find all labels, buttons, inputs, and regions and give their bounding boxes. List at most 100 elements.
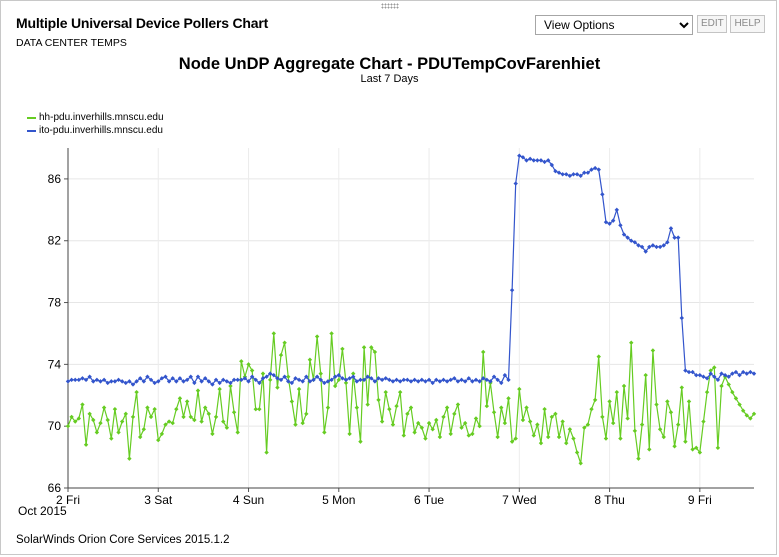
data-point — [210, 431, 215, 437]
data-point — [177, 396, 183, 401]
data-point — [376, 397, 381, 403]
data-point — [632, 240, 638, 245]
data-point — [574, 172, 580, 177]
data-point — [632, 428, 638, 434]
data-point — [192, 380, 197, 386]
data-point — [130, 382, 136, 387]
data-point — [589, 167, 594, 172]
data-point — [282, 340, 287, 345]
data-point — [221, 377, 226, 383]
data-point — [379, 377, 385, 383]
drag-handle[interactable] — [381, 3, 399, 9]
data-point — [397, 389, 403, 395]
data-point — [697, 372, 703, 378]
data-point — [343, 377, 349, 383]
data-point — [166, 419, 172, 424]
data-point — [69, 377, 74, 383]
data-point — [69, 414, 74, 420]
data-point — [275, 376, 280, 381]
resource-title: Multiple Universal Device Pollers Chart — [16, 15, 269, 31]
data-point — [506, 377, 511, 383]
data-point — [170, 376, 175, 381]
data-point — [412, 377, 417, 383]
data-point — [683, 439, 688, 444]
data-point — [726, 374, 731, 379]
legend-item-ito-pdu[interactable]: ito-pdu.inverhills.mnscu.edu — [27, 124, 164, 137]
data-point — [260, 371, 266, 376]
data-point — [430, 380, 435, 386]
data-point — [722, 372, 728, 378]
data-point — [470, 379, 475, 384]
data-point — [455, 379, 461, 384]
data-point — [444, 405, 450, 410]
data-point — [365, 402, 370, 407]
data-point — [354, 379, 360, 384]
data-point — [246, 362, 251, 367]
data-point — [542, 159, 547, 165]
data-point — [462, 379, 468, 384]
data-point — [650, 348, 656, 353]
data-point — [549, 162, 555, 168]
data-point — [181, 414, 186, 420]
data-point — [127, 456, 132, 461]
data-point — [444, 379, 450, 384]
edit-button[interactable]: EDIT — [697, 15, 727, 33]
data-point — [712, 365, 717, 370]
data-point — [141, 427, 147, 432]
data-point — [629, 238, 634, 243]
legend-item-hh-pdu[interactable]: hh-pdu.inverhills.mnscu.edu — [27, 111, 164, 124]
data-point — [665, 399, 670, 404]
data-point — [282, 374, 287, 379]
data-point — [708, 371, 713, 376]
data-point — [267, 371, 273, 376]
data-point — [484, 377, 490, 383]
data-point — [296, 386, 302, 392]
data-point — [307, 379, 313, 384]
data-point — [174, 379, 179, 384]
data-point — [372, 349, 378, 355]
data-point — [650, 243, 656, 248]
data-point — [318, 377, 323, 383]
data-point — [300, 420, 305, 426]
data-point — [455, 402, 461, 407]
data-point — [621, 383, 627, 389]
data-point — [668, 226, 674, 231]
data-point — [116, 377, 121, 383]
data-point — [629, 340, 634, 345]
data-point — [358, 377, 363, 383]
data-point — [101, 405, 107, 410]
grid-layer — [68, 148, 754, 489]
data-point — [553, 411, 558, 417]
series-layer — [65, 153, 757, 466]
data-point — [329, 331, 334, 336]
data-point — [560, 419, 565, 424]
data-point — [744, 413, 749, 418]
x-tick-label: 7 Wed — [502, 493, 536, 507]
data-point — [524, 158, 529, 163]
data-point — [347, 431, 352, 437]
data-point — [686, 369, 692, 375]
data-point — [257, 406, 262, 412]
data-point — [83, 442, 89, 447]
data-point — [109, 436, 114, 441]
view-options-select[interactable]: View Options — [535, 15, 693, 35]
data-point — [596, 167, 601, 172]
data-point — [221, 419, 226, 424]
data-point — [737, 372, 742, 378]
data-point — [578, 173, 583, 179]
data-point — [426, 377, 432, 383]
data-point — [553, 168, 558, 174]
data-point — [441, 377, 446, 383]
data-point — [394, 377, 399, 383]
data-point — [286, 374, 291, 379]
data-point — [289, 399, 295, 404]
help-button[interactable]: HELP — [730, 15, 765, 33]
data-point — [665, 240, 670, 245]
data-point — [361, 377, 367, 383]
data-point — [163, 422, 168, 427]
data-point — [506, 396, 511, 401]
data-point — [405, 377, 410, 383]
data-point — [502, 372, 508, 378]
data-point — [224, 425, 230, 430]
